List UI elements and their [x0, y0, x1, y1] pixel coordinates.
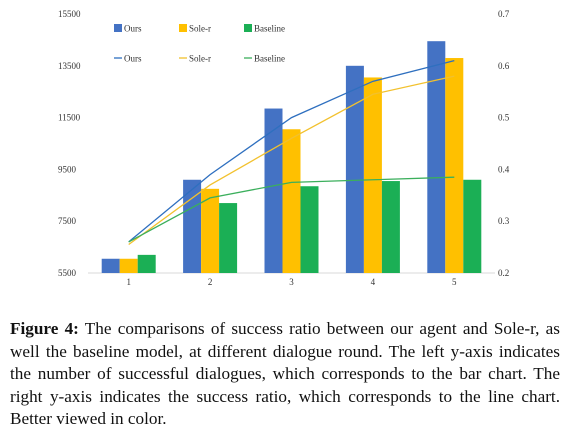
right-tick-label: 0.7	[498, 9, 510, 19]
figure-caption: Figure 4: The comparisons of success rat…	[10, 318, 560, 431]
bar	[463, 179, 482, 273]
x-tick-label: 1	[126, 277, 131, 287]
series-line	[128, 176, 455, 243]
legend-line-label: Sole-r	[189, 54, 211, 64]
figure-label: Figure 4:	[10, 319, 79, 338]
series-line	[128, 75, 455, 246]
caption-text: The comparisons of success ratio between…	[10, 319, 560, 428]
success-ratio-chart: 5500 7500 9500 11500 13500 15500 0.2 0.3 0.4 0.5 0…	[58, 9, 510, 287]
legend-bar-swatch	[179, 24, 187, 32]
left-tick-label: 11500	[58, 113, 81, 123]
left-tick-label: 15500	[58, 9, 81, 19]
line-series-group	[128, 59, 455, 246]
bar	[183, 179, 202, 273]
left-tick-label: 13500	[58, 61, 81, 71]
right-tick-label: 0.2	[498, 268, 509, 278]
legend-bar-swatch	[244, 24, 252, 32]
legend-bar-swatch	[114, 24, 122, 32]
right-tick-label: 0.6	[498, 61, 510, 71]
bar	[219, 203, 238, 273]
right-tick-label: 0.4	[498, 164, 510, 174]
bar	[427, 41, 446, 273]
legend-line-label: Ours	[124, 54, 142, 64]
legend-bar-label: Ours	[124, 24, 142, 34]
chart-legend: Ours Sole-r Baseline Ours Sole-r Baseline	[114, 24, 285, 64]
bar	[381, 181, 400, 273]
bar	[101, 258, 120, 273]
right-tick-label: 0.3	[498, 216, 510, 226]
legend-bar-label: Sole-r	[189, 24, 211, 34]
left-tick-label: 9500	[58, 164, 77, 174]
x-tick-label: 4	[371, 277, 376, 287]
right-tick-label: 0.5	[498, 113, 510, 123]
bar	[363, 77, 382, 273]
left-tick-label: 5500	[58, 268, 77, 278]
bar	[119, 258, 138, 273]
left-tick-label: 7500	[58, 216, 77, 226]
chart-axes: 5500 7500 9500 11500 13500 15500 0.2 0.3 0.4 0.5 0…	[58, 9, 510, 287]
legend-line-label: Baseline	[254, 54, 285, 64]
x-tick-label: 5	[452, 277, 457, 287]
bar	[137, 254, 156, 273]
legend-bar-label: Baseline	[254, 24, 285, 34]
series-line	[128, 59, 455, 243]
bar-series-group	[101, 41, 482, 273]
x-tick-label: 3	[289, 277, 294, 287]
bar	[264, 108, 283, 273]
bar	[300, 186, 319, 273]
bar	[201, 188, 220, 273]
bar	[345, 65, 364, 273]
bar	[445, 58, 464, 273]
bar	[282, 129, 301, 273]
x-tick-label: 2	[208, 277, 213, 287]
